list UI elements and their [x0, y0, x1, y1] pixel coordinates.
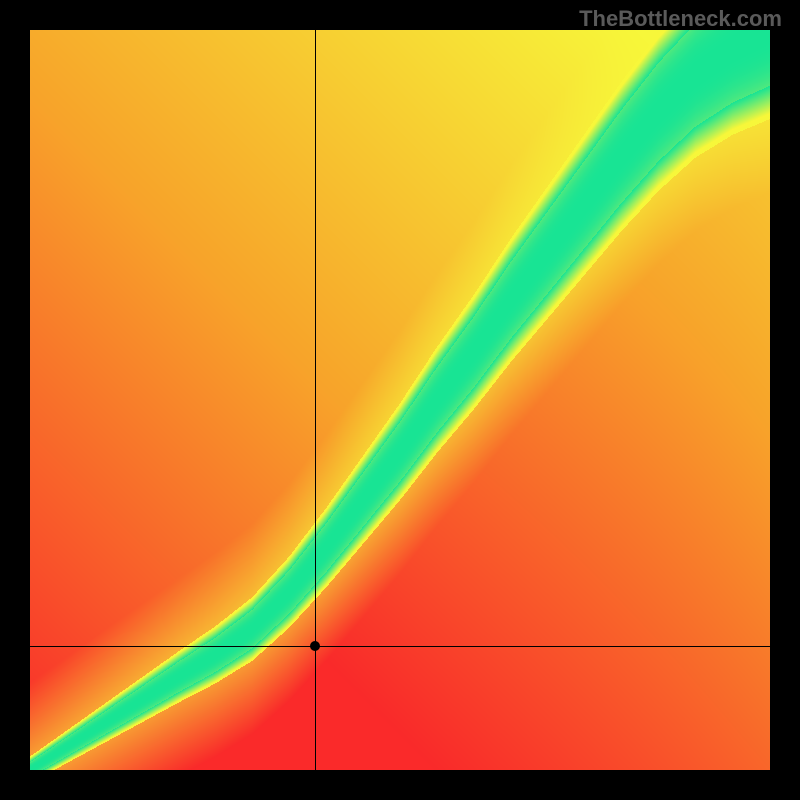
heatmap-canvas [30, 30, 770, 770]
crosshair-vertical [315, 30, 316, 770]
crosshair-horizontal [30, 646, 770, 647]
plot-area [30, 30, 770, 770]
crosshair-marker [310, 641, 320, 651]
watermark-text: TheBottleneck.com [579, 6, 782, 32]
chart-container: TheBottleneck.com [0, 0, 800, 800]
